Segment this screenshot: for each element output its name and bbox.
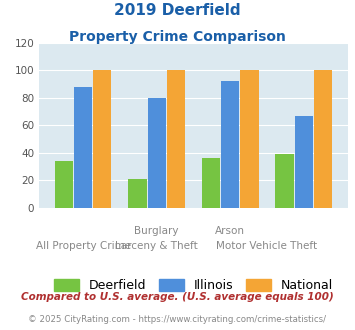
Bar: [129, 179, 147, 208]
Text: Property Crime Comparison: Property Crime Comparison: [69, 30, 286, 44]
Bar: [148, 98, 166, 208]
Bar: [166, 70, 185, 208]
Text: 2019 Deerfield: 2019 Deerfield: [114, 3, 241, 18]
Text: © 2025 CityRating.com - https://www.cityrating.com/crime-statistics/: © 2025 CityRating.com - https://www.city…: [28, 315, 327, 324]
Bar: [221, 82, 239, 208]
Bar: [202, 158, 220, 208]
Text: All Property Crime: All Property Crime: [36, 241, 131, 251]
Bar: [55, 161, 73, 208]
Bar: [275, 154, 294, 208]
Bar: [74, 87, 92, 208]
Bar: [314, 70, 332, 208]
Text: Larceny & Theft: Larceny & Theft: [115, 241, 198, 251]
Bar: [295, 116, 313, 208]
Bar: [240, 70, 258, 208]
Text: Burglary: Burglary: [135, 226, 179, 236]
Text: Compared to U.S. average. (U.S. average equals 100): Compared to U.S. average. (U.S. average …: [21, 292, 334, 302]
Bar: [93, 70, 111, 208]
Text: Motor Vehicle Theft: Motor Vehicle Theft: [217, 241, 318, 251]
Text: Arson: Arson: [215, 226, 245, 236]
Legend: Deerfield, Illinois, National: Deerfield, Illinois, National: [49, 274, 338, 297]
